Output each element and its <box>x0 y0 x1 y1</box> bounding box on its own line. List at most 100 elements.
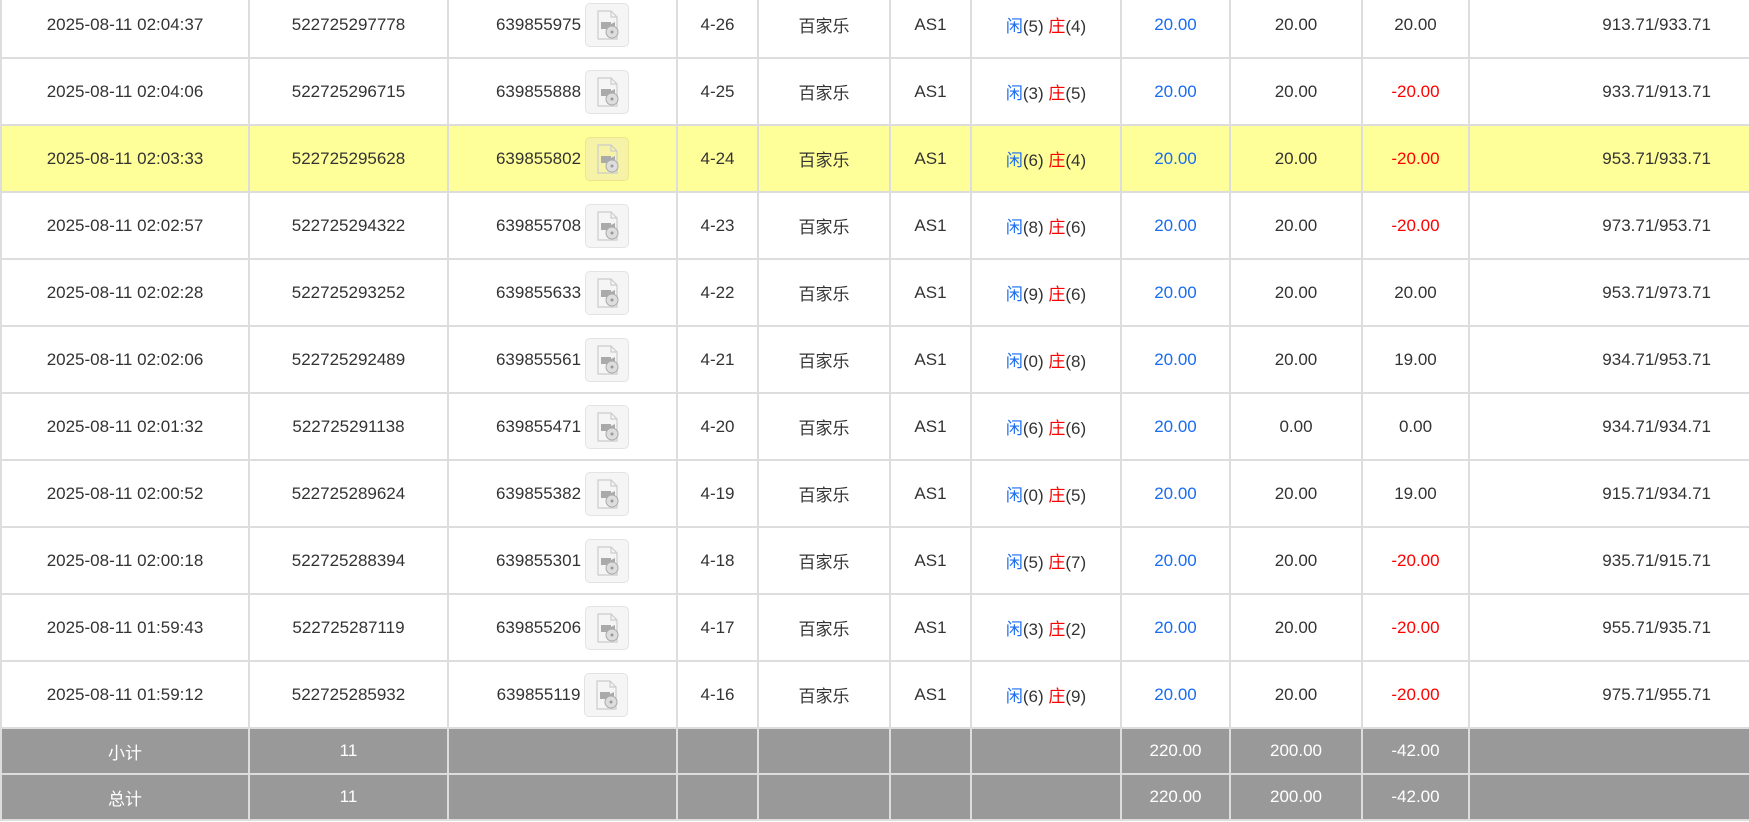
round-id: 639855561 <box>495 349 582 369</box>
banker-points: (4) <box>1065 17 1087 36</box>
empty-cell <box>676 727 759 775</box>
player-label: 闲 <box>1005 352 1023 371</box>
video-replay-icon[interactable] <box>585 538 630 583</box>
bet-amount: 20.00 <box>1120 526 1231 595</box>
result: 闲(0) 庄(5) <box>970 459 1122 528</box>
video-replay-icon[interactable] <box>585 404 630 449</box>
shoe-number: 4-26 <box>676 0 759 59</box>
round-id-cell: 639855119 <box>447 660 678 729</box>
balance-change: 934.71/953.71 <box>1468 325 1749 394</box>
win-loss: 19.00 <box>1361 325 1470 394</box>
table-name: AS1 <box>889 0 972 59</box>
round-id: 639855708 <box>495 215 582 235</box>
player-label: 闲 <box>1005 553 1023 572</box>
table-row: 2025-08-11 02:00:18 522725288394 6398553… <box>0 526 1749 595</box>
banker-points: (6) <box>1065 218 1087 237</box>
bet-time: 2025-08-11 02:03:33 <box>0 124 250 193</box>
banker-label: 庄 <box>1048 553 1066 572</box>
valid-bet: 20.00 <box>1229 124 1363 193</box>
game-name: 百家乐 <box>757 325 891 394</box>
banker-points: (9) <box>1065 687 1087 706</box>
bet-id: 522725288394 <box>248 526 449 595</box>
round-id: 639855471 <box>495 416 582 436</box>
empty-cell <box>757 727 891 775</box>
result: 闲(3) 庄(2) <box>970 593 1122 662</box>
video-replay-icon[interactable] <box>584 672 629 717</box>
result: 闲(0) 庄(8) <box>970 325 1122 394</box>
summary-win-loss: -42.00 <box>1361 773 1470 821</box>
table-name: AS1 <box>889 191 972 260</box>
game-name: 百家乐 <box>757 0 891 59</box>
bet-amount: 20.00 <box>1120 57 1231 126</box>
win-loss: -20.00 <box>1361 57 1470 126</box>
win-loss: 20.00 <box>1361 258 1470 327</box>
player-points: (8) <box>1022 218 1044 237</box>
player-label: 闲 <box>1005 218 1023 237</box>
bet-id: 522725285932 <box>248 660 449 729</box>
summary-bet: 220.00 <box>1120 727 1231 775</box>
valid-bet: 20.00 <box>1229 459 1363 528</box>
video-replay-icon[interactable] <box>585 337 630 382</box>
round-id-cell: 639855561 <box>447 325 678 394</box>
banker-points: (6) <box>1065 285 1087 304</box>
table-row: 2025-08-11 02:01:32 522725291138 6398554… <box>0 392 1749 461</box>
player-label: 闲 <box>1005 620 1023 639</box>
win-loss: 19.00 <box>1361 459 1470 528</box>
game-name: 百家乐 <box>757 459 891 528</box>
video-replay-icon[interactable] <box>585 2 630 47</box>
player-label: 闲 <box>1005 151 1023 170</box>
video-replay-icon[interactable] <box>585 605 630 650</box>
table-name: AS1 <box>889 526 972 595</box>
round-id-cell: 639855708 <box>447 191 678 260</box>
empty-cell <box>447 727 678 775</box>
empty-cell <box>889 727 972 775</box>
banker-points: (4) <box>1065 151 1087 170</box>
player-label: 闲 <box>1005 419 1023 438</box>
valid-bet: 20.00 <box>1229 660 1363 729</box>
balance-change: 955.71/935.71 <box>1468 593 1749 662</box>
valid-bet: 20.00 <box>1229 526 1363 595</box>
table-name: AS1 <box>889 392 972 461</box>
shoe-number: 4-20 <box>676 392 759 461</box>
banker-points: (2) <box>1065 620 1087 639</box>
summary-count: 11 <box>248 773 449 821</box>
shoe-number: 4-22 <box>676 258 759 327</box>
round-id: 639855382 <box>495 483 582 503</box>
bet-amount: 20.00 <box>1120 325 1231 394</box>
video-replay-icon[interactable] <box>585 136 630 181</box>
round-id: 639855206 <box>495 617 582 637</box>
video-replay-icon[interactable] <box>585 69 630 114</box>
balance-change: 973.71/953.71 <box>1468 191 1749 260</box>
bet-time: 2025-08-11 02:02:57 <box>0 191 250 260</box>
balance-change: 935.71/915.71 <box>1468 526 1749 595</box>
round-id-cell: 639855206 <box>447 593 678 662</box>
table-name: AS1 <box>889 593 972 662</box>
video-replay-icon[interactable] <box>585 270 630 315</box>
player-points: (6) <box>1022 419 1044 438</box>
bet-time: 2025-08-11 02:00:52 <box>0 459 250 528</box>
shoe-number: 4-23 <box>676 191 759 260</box>
banker-label: 庄 <box>1048 419 1066 438</box>
balance-change: 953.71/973.71 <box>1468 258 1749 327</box>
shoe-number: 4-25 <box>676 57 759 126</box>
round-id-cell: 639855633 <box>447 258 678 327</box>
bet-amount: 20.00 <box>1120 124 1231 193</box>
bet-time: 2025-08-11 02:01:32 <box>0 392 250 461</box>
balance-change: 975.71/955.71 <box>1468 660 1749 729</box>
bet-time: 2025-08-11 02:02:06 <box>0 325 250 394</box>
bet-time: 2025-08-11 02:04:06 <box>0 57 250 126</box>
banker-label: 庄 <box>1048 84 1066 103</box>
video-replay-icon[interactable] <box>585 203 630 248</box>
win-loss: -20.00 <box>1361 526 1470 595</box>
shoe-number: 4-17 <box>676 593 759 662</box>
video-replay-icon[interactable] <box>585 471 630 516</box>
banker-label: 庄 <box>1048 352 1066 371</box>
empty-cell <box>676 773 759 821</box>
game-name: 百家乐 <box>757 191 891 260</box>
round-id-cell: 639855975 <box>447 0 678 59</box>
player-points: (5) <box>1022 553 1044 572</box>
balance-change: 915.71/934.71 <box>1468 459 1749 528</box>
banker-label: 庄 <box>1048 687 1066 706</box>
summary-bet: 220.00 <box>1120 773 1231 821</box>
